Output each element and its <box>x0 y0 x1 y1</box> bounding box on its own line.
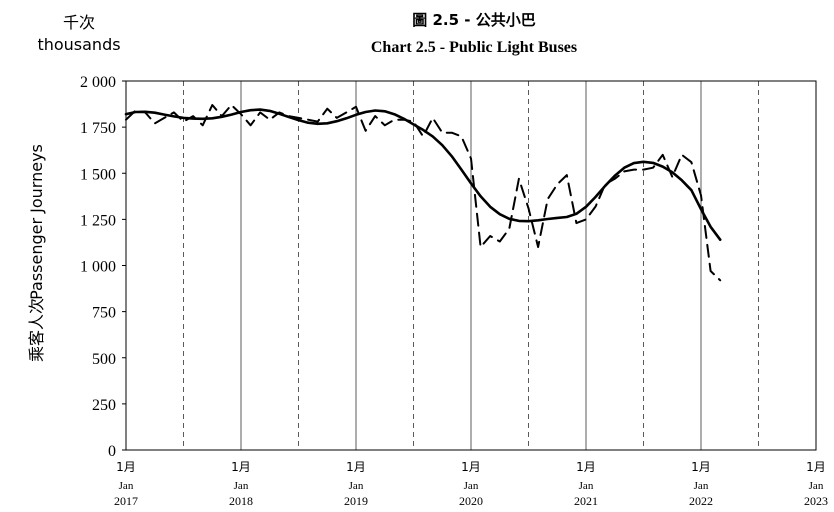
chart-title: Chart 2.5 - Public Light Buses <box>371 39 577 56</box>
x-tick-label-year: 2019 <box>344 494 368 508</box>
x-tick-label-year: 2020 <box>459 494 483 508</box>
x-tick-label-cn: 1月 <box>691 460 711 474</box>
y-tick-label: 1 750 <box>80 120 116 137</box>
y-tick-label: 750 <box>92 305 116 322</box>
x-tick-label-cn: 1月 <box>461 460 481 474</box>
x-tick-label-month: Jan <box>809 480 824 492</box>
x-tick-label: 1月 Jan 2020 <box>459 460 483 508</box>
y-tick-label: 250 <box>92 397 116 414</box>
y-ticks: 0 250 500 750 1 000 1 250 1 500 1 750 2 000 <box>80 74 126 460</box>
x-tick-label-year: 2023 <box>804 494 828 508</box>
x-tick-label-year: 2022 <box>689 494 713 508</box>
x-tick-label-cn: 1月 <box>116 460 136 474</box>
series-layer <box>124 104 722 282</box>
x-tick-label: 1月 Jan 2019 <box>344 460 368 508</box>
chart-title-cn: 圖 2.5 - 公共小巴 <box>412 11 535 29</box>
y-axis-label: Passenger Journeys <box>27 144 46 300</box>
x-tick-label-month: Jan <box>464 480 479 492</box>
x-tick-label: 1月 Jan 2023 <box>804 460 828 508</box>
x-tick-label-cn: 1月 <box>231 460 251 474</box>
y-tick-label: 1 500 <box>80 166 116 183</box>
x-tick-label: 1月 Jan 2017 <box>114 460 138 508</box>
x-tick-label-month: Jan <box>579 480 594 492</box>
x-tick-label-month: Jan <box>234 480 249 492</box>
y-tick-label: 0 <box>108 443 116 460</box>
x-tick-label-cn: 1月 <box>346 460 366 474</box>
x-tick-label-month: Jan <box>694 480 709 492</box>
y-tick-label: 1 250 <box>80 212 116 229</box>
y-axis-label-cn: 乘客人次 <box>27 298 46 362</box>
y-tick-label: 2 000 <box>80 74 116 91</box>
x-tick-label-cn: 1月 <box>576 460 596 474</box>
plot-frame <box>125 80 817 451</box>
unit-label-cn: 千次 <box>63 13 95 32</box>
x-tick-label: 1月 Jan 2022 <box>689 460 713 508</box>
x-tick-label-cn: 1月 <box>806 460 826 474</box>
y-tick-label: 500 <box>92 351 116 368</box>
series-line-solid <box>124 108 722 241</box>
x-tick-label: 1月 Jan 2018 <box>229 460 253 508</box>
x-tick-label: 1月 Jan 2021 <box>574 460 598 508</box>
x-tick-label-month: Jan <box>349 480 364 492</box>
grid-layer <box>183 81 759 450</box>
unit-label-en: thousands <box>37 35 120 54</box>
x-ticks: 1月 Jan 2017 1月 Jan 2018 1月 Jan 2019 1月 Jan 2020 1月 Ja… <box>114 460 828 508</box>
x-tick-label-month: Jan <box>119 480 134 492</box>
x-tick-label-year: 2017 <box>114 494 138 508</box>
x-tick-label-year: 2021 <box>574 494 598 508</box>
x-tick-label-year: 2018 <box>229 494 253 508</box>
series-line-dashed <box>125 104 722 282</box>
y-tick-label: 1 000 <box>80 259 116 276</box>
